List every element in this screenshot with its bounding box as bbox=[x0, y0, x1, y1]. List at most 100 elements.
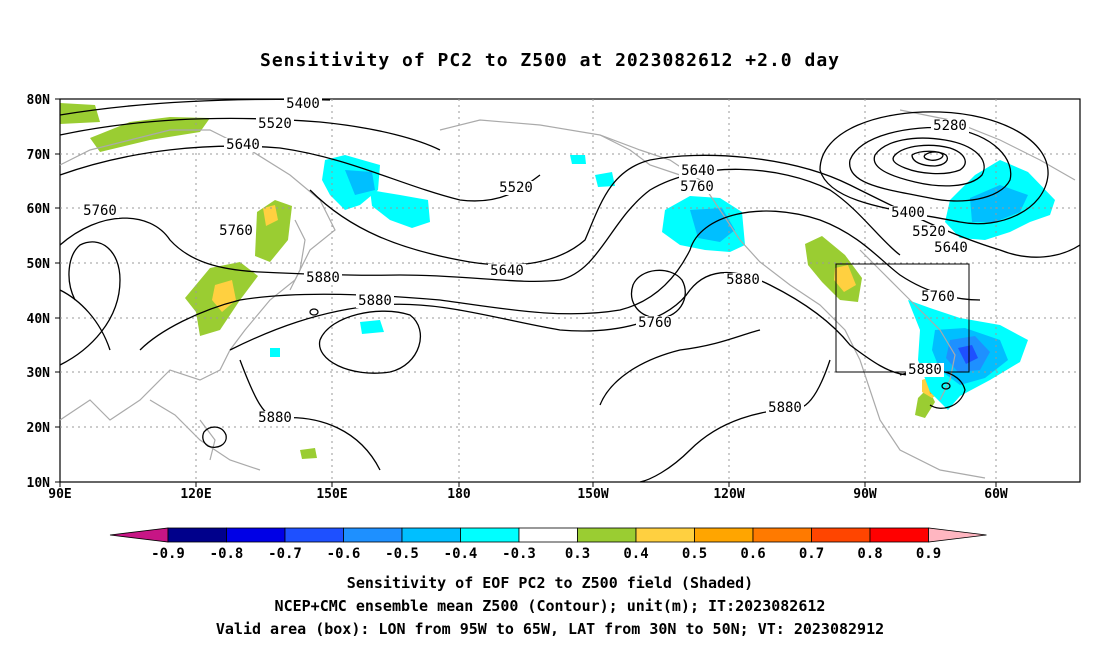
shade-positive bbox=[805, 236, 862, 302]
shade-negative bbox=[360, 320, 384, 334]
lat-label: 50N bbox=[27, 257, 51, 272]
contour-line bbox=[911, 150, 949, 167]
contour-line bbox=[631, 269, 686, 319]
colorbar-swatch bbox=[694, 527, 754, 543]
map-title: Sensitivity of PC2 to Z500 at 2023082612… bbox=[259, 50, 840, 71]
contour-line bbox=[59, 241, 121, 366]
lon-label: 90E bbox=[48, 487, 71, 502]
shade-negative bbox=[595, 172, 615, 187]
contour-label: 5280 bbox=[933, 118, 967, 134]
contour-label: 5880 bbox=[768, 400, 802, 416]
colorbar-swatch bbox=[635, 527, 695, 543]
colorbar-swatch bbox=[518, 527, 578, 543]
contour-label: 5760 bbox=[921, 289, 955, 305]
contour-line bbox=[59, 145, 541, 202]
graticule bbox=[60, 99, 1080, 482]
contour-label: 5400 bbox=[891, 205, 925, 221]
colorbar-swatch bbox=[869, 527, 929, 543]
colorbar-left-tip bbox=[109, 527, 169, 543]
contour-label: 5640 bbox=[681, 163, 715, 179]
contour-line bbox=[892, 144, 966, 175]
colorbar-swatch bbox=[752, 527, 812, 543]
contour-line bbox=[59, 210, 981, 351]
caption-line-1: Sensitivity of EOF PC2 to Z500 field (Sh… bbox=[346, 574, 754, 592]
colorbar-swatch bbox=[811, 527, 871, 543]
contour-label: 5640 bbox=[490, 263, 524, 279]
contour-label: 5880 bbox=[306, 270, 340, 286]
contour-labels: 5400552056405760552056405760588056405760… bbox=[81, 96, 970, 426]
caption-line-2: NCEP+CMC ensemble mean Z500 (Contour); u… bbox=[274, 597, 826, 615]
lon-label: 60W bbox=[984, 487, 1008, 502]
contour-line bbox=[599, 329, 831, 483]
colorbar-label: 0.9 bbox=[916, 546, 941, 562]
contour-label: 5400 bbox=[286, 96, 320, 112]
lon-label: 150W bbox=[577, 487, 608, 502]
colorbar-label: -0.9 bbox=[151, 546, 185, 562]
contour-line bbox=[873, 137, 985, 187]
lat-label: 70N bbox=[27, 148, 51, 163]
caption-line-3: Valid area (box): LON from 95W to 65W, L… bbox=[215, 620, 885, 638]
shade-negative bbox=[570, 155, 586, 164]
colorbar-label: 0.6 bbox=[740, 546, 765, 562]
contour-line bbox=[941, 382, 951, 390]
lat-label: 40N bbox=[27, 312, 51, 327]
colorbar-swatch bbox=[167, 527, 227, 543]
shade-positive bbox=[60, 103, 100, 124]
contour-label: 5880 bbox=[258, 410, 292, 426]
lon-label: 180 bbox=[447, 487, 471, 502]
shade-positive bbox=[834, 265, 856, 292]
shade-negative bbox=[970, 185, 1028, 222]
colorbar-label: -0.4 bbox=[444, 546, 478, 562]
contour-label: 5760 bbox=[219, 223, 253, 239]
contour-line bbox=[59, 117, 441, 151]
colorbar-swatch bbox=[577, 527, 637, 543]
contour-label: 5520 bbox=[499, 180, 533, 196]
shade-negative bbox=[345, 170, 375, 195]
contour-line bbox=[309, 308, 319, 316]
colorbar-swatch bbox=[460, 527, 520, 543]
contour-line bbox=[318, 310, 421, 374]
coastlines bbox=[59, 109, 1076, 479]
contour-label: 5760 bbox=[638, 315, 672, 331]
colorbar-swatch bbox=[284, 527, 344, 543]
colorbar-label: 0.5 bbox=[682, 546, 707, 562]
lat-label: 30N bbox=[27, 366, 51, 381]
contour-label: 5760 bbox=[83, 203, 117, 219]
colorbar-label: 0.3 bbox=[565, 546, 590, 562]
contour-line bbox=[309, 154, 1081, 266]
contour-label: 5880 bbox=[358, 293, 392, 309]
lat-label: 10N bbox=[27, 476, 51, 491]
shade-positive bbox=[300, 448, 317, 459]
contour-label: 5520 bbox=[912, 224, 946, 240]
contour-label: 5880 bbox=[726, 272, 760, 288]
colorbar-right-tip bbox=[928, 527, 987, 543]
lat-label: 80N bbox=[27, 93, 51, 108]
lon-label: 120W bbox=[713, 487, 744, 502]
valid-area-box bbox=[835, 263, 970, 373]
colorbar-label: -0.3 bbox=[502, 546, 536, 562]
colorbar-swatch bbox=[343, 527, 403, 543]
contour-label: 5520 bbox=[258, 116, 292, 132]
shade-negative bbox=[958, 345, 978, 364]
contour-label: 5640 bbox=[934, 240, 968, 256]
contour-line bbox=[923, 151, 944, 161]
lat-label: 20N bbox=[27, 421, 51, 436]
lon-label: 90W bbox=[853, 487, 877, 502]
contour-line bbox=[849, 126, 1012, 202]
colorbar-label: 0.4 bbox=[623, 546, 648, 562]
colorbar-label: 0.7 bbox=[799, 546, 824, 562]
colorbar-swatch bbox=[401, 527, 461, 543]
colorbar-label: -0.8 bbox=[210, 546, 244, 562]
contour-line bbox=[229, 271, 911, 376]
shade-negative bbox=[270, 348, 280, 357]
contour-line bbox=[202, 426, 227, 449]
colorbar-swatch bbox=[226, 527, 286, 543]
colorbar-label: -0.7 bbox=[268, 546, 302, 562]
shade-positive bbox=[263, 205, 278, 226]
sensitivity-shading bbox=[60, 103, 1055, 459]
colorbar-label: -0.5 bbox=[385, 546, 419, 562]
contour-label: 5760 bbox=[680, 179, 714, 195]
contour-label: 5640 bbox=[226, 137, 260, 153]
